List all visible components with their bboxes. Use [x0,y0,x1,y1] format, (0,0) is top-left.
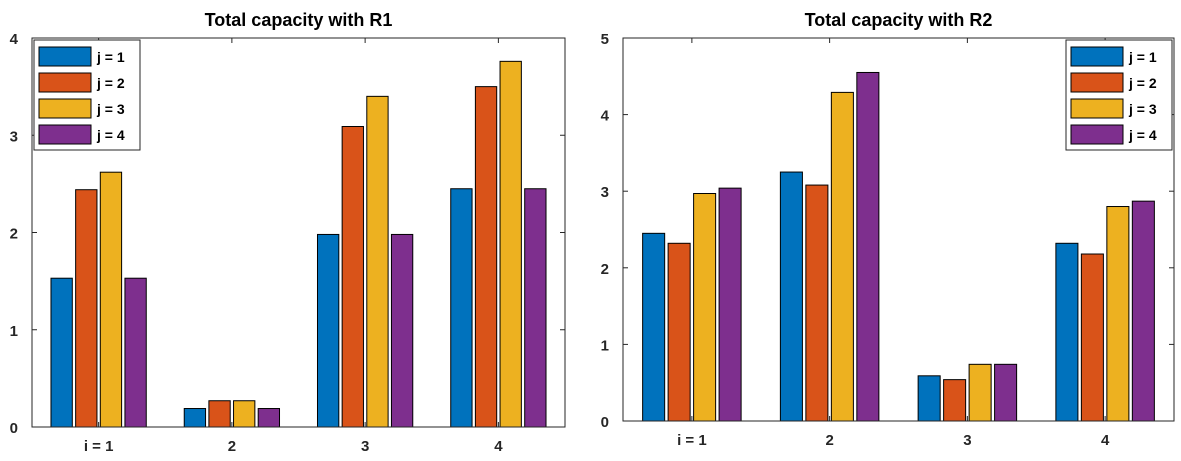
bar-3-cat-2 [830,91,854,422]
bar-3-cat-2 [233,400,256,428]
bar-3-cat-4 [499,60,522,428]
bar-4-cat-2 [856,71,880,422]
bar-4-cat-1 [124,277,147,428]
y-tick-label: 3 [601,184,609,201]
chart-1: Total capacity with R1 i = 1 2 3 4 0 1 2 3 4 j = 1… [10,10,566,455]
legend-label-1: j = 1 [96,49,125,65]
bar-1-cat-4 [450,188,473,428]
legend-label-3: j = 3 [1128,101,1157,117]
legend-swatch-1 [1070,46,1124,67]
bar-1-cat-1 [642,232,666,422]
y-tick-label: 4 [601,108,610,125]
bar-2-cat-4 [1080,253,1104,422]
legend-swatch-1 [38,46,92,67]
x-tick-label: 4 [494,438,503,455]
bar-3-cat-3 [968,363,992,422]
x-tick-label: 2 [228,438,236,455]
bar-2-cat-1 [75,189,98,428]
y-tick-label: 0 [10,420,18,437]
bar-1-cat-2 [183,408,207,428]
bar-3-cat-4 [1106,206,1130,422]
chart-2: Total capacity with R2 i = 1 2 3 4 0 1 2 3 4 5 j = … [601,10,1175,449]
bar-2-cat-3 [341,126,364,428]
bar-1-cat-3 [316,233,340,428]
bar-4-cat-1 [718,187,742,422]
bar-2-cat-2 [805,184,829,422]
y-tick-label: 5 [601,31,609,48]
y-tick-label: 2 [601,261,609,278]
bar-4-cat-2 [257,408,281,428]
bar-3-cat-1 [693,193,717,422]
x-tick-label: 4 [1101,432,1110,449]
bar-1-cat-4 [1055,242,1079,422]
bar-2-cat-4 [474,86,498,428]
bar-2-cat-1 [667,242,691,422]
legend-swatch-2 [1070,72,1124,93]
legend-label-3: j = 3 [96,101,125,117]
bar-4-cat-4 [1131,200,1155,422]
bar-1-cat-2 [779,171,803,422]
legend-swatch-3 [1070,98,1124,119]
legend-swatch-3 [38,98,92,119]
y-tick-label: 3 [10,128,18,145]
x-tick-label: i = 1 [84,438,114,455]
bar-4-cat-4 [524,188,547,428]
legend-label-1: j = 1 [1128,49,1157,65]
bar-4-cat-3 [994,363,1018,422]
y-tick-label: 0 [601,414,609,431]
legend: j = 1 j = 2 j = 3 j = 4 [33,39,141,151]
bar-2-cat-2 [208,400,231,428]
x-tick-label: 3 [963,432,971,449]
bar-3-cat-3 [366,95,389,428]
y-tick-label: 1 [10,323,18,340]
bar-4-cat-3 [390,233,414,428]
legend: j = 1 j = 2 j = 3 j = 4 [1065,39,1173,151]
bar-2-cat-3 [943,379,967,422]
bar-1-cat-1 [50,277,73,428]
legend-swatch-4 [1070,124,1124,145]
legend-swatch-4 [38,124,92,145]
axes-frame [31,37,566,428]
y-tick-label: 4 [10,31,19,48]
y-tick-label: 1 [601,337,609,354]
legend-swatch-2 [38,72,92,93]
legend-label-4: j = 4 [96,127,125,143]
y-tick-label: 2 [10,226,18,243]
x-tick-label: i = 1 [677,432,707,449]
legend-label-4: j = 4 [1128,127,1157,143]
legend-label-2: j = 2 [96,75,125,91]
axes-frame [622,37,1175,422]
legend-label-2: j = 2 [1128,75,1157,91]
x-tick-label: 3 [361,438,369,455]
chart-title: Total capacity with R1 [205,10,393,30]
bar-1-cat-3 [917,375,941,422]
chart-title: Total capacity with R2 [805,10,993,30]
x-tick-label: 2 [825,432,833,449]
bar-3-cat-1 [99,171,123,428]
